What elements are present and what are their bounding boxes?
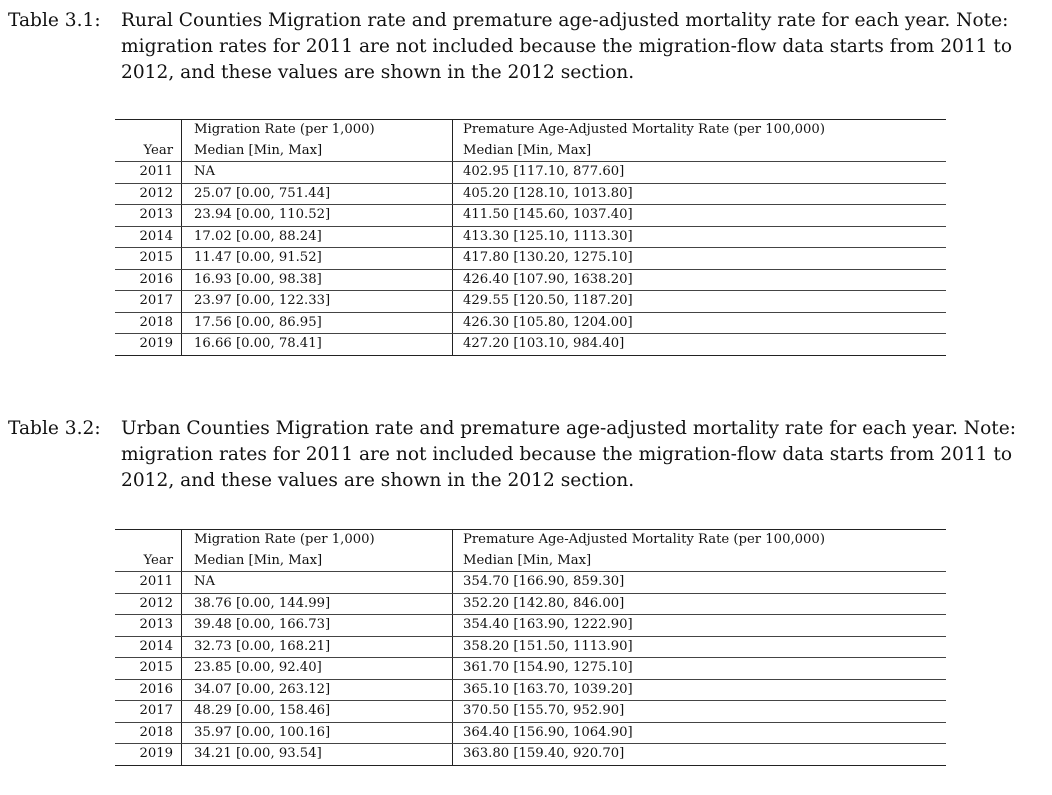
migration-rate-cell: 34.07 [0.00, 263.12] [181, 679, 453, 701]
mortality-rate-cell: 364.40 [156.90, 1064.90] [452, 722, 946, 744]
table-row: 2014 32.73 [0.00, 168.21] 358.20 [151.50, … [115, 636, 946, 658]
table-row: 2014 17.02 [0.00, 88.24] 413.30 [125.10, 1… [115, 226, 946, 248]
year-cell: 2016 [115, 679, 182, 701]
table-row: 2019 16.66 [0.00, 78.41] 427.20 [103.10, 9… [115, 333, 946, 356]
table-caption: Table 3.2: Urban Counties Migration rate… [8, 416, 1044, 494]
migration-rate-cell: 11.47 [0.00, 91.52] [181, 247, 453, 270]
migration-rate-cell: 16.66 [0.00, 78.41] [181, 333, 453, 356]
mortality-rate-cell: 405.20 [128.10, 1013.80] [452, 183, 946, 205]
migration-rate-cell: 16.93 [0.00, 98.38] [181, 269, 453, 291]
migration-rate-cell: 34.21 [0.00, 93.54] [181, 743, 453, 766]
caption-text: Urban Counties Migration rate and premat… [121, 418, 1017, 491]
table-row: 2012 38.76 [0.00, 144.99] 352.20 [142.80, … [115, 593, 946, 615]
table-row: 2016 34.07 [0.00, 263.12] 365.10 [163.70, … [115, 679, 946, 701]
header-cell: Median [Min, Max] [181, 140, 453, 162]
year-cell: 2011 [115, 161, 182, 184]
year-cell: 2017 [115, 290, 182, 313]
mortality-rate-cell: 358.20 [151.50, 1113.90] [452, 636, 946, 658]
caption-label: Table 3.1: [8, 10, 101, 31]
table-row: 2017 23.97 [0.00, 122.33] 429.55 [120.50, … [115, 290, 946, 313]
header-cell: Migration Rate (per 1,000) [181, 529, 453, 551]
year-cell: 2012 [115, 593, 182, 615]
table-row: 2017 48.29 [0.00, 158.46] 370.50 [155.70, … [115, 700, 946, 723]
table-row: 2015 23.85 [0.00, 92.40] 361.70 [154.90, 1… [115, 657, 946, 680]
migration-rate-cell: 38.76 [0.00, 144.99] [181, 593, 453, 615]
migration-rate-cell: 48.29 [0.00, 158.46] [181, 700, 453, 723]
header-cell: Year [115, 550, 182, 572]
mortality-rate-cell: 402.95 [117.10, 877.60] [452, 161, 946, 184]
year-cell: 2015 [115, 247, 182, 270]
year-cell: 2018 [115, 312, 182, 334]
mortality-rate-cell: 365.10 [163.70, 1039.20] [452, 679, 946, 701]
header-cell [115, 529, 182, 551]
table-row: 2019 34.21 [0.00, 93.54] 363.80 [159.40, 9… [115, 743, 946, 766]
mortality-rate-cell: 417.80 [130.20, 1275.10] [452, 247, 946, 270]
mortality-rate-cell: 361.70 [154.90, 1275.10] [452, 657, 946, 680]
year-cell: 2013 [115, 614, 182, 637]
header-cell: Migration Rate (per 1,000) [181, 119, 453, 141]
mortality-rate-cell: 411.50 [145.60, 1037.40] [452, 204, 946, 227]
migration-rate-cell: 23.94 [0.00, 110.52] [181, 204, 453, 227]
year-cell: 2015 [115, 657, 182, 680]
migration-rate-cell: 25.07 [0.00, 751.44] [181, 183, 453, 205]
mortality-rate-cell: 426.30 [105.80, 1204.00] [452, 312, 946, 334]
header-row: Year Median [Min, Max] Median [Min, Max] [115, 140, 946, 162]
migration-rate-cell: 23.97 [0.00, 122.33] [181, 290, 453, 313]
mortality-rate-cell: 352.20 [142.80, 846.00] [452, 593, 946, 615]
header-cell: Median [Min, Max] [452, 550, 946, 572]
caption-label: Table 3.2: [8, 418, 101, 439]
header-row: Migration Rate (per 1,000) Premature Age-… [115, 119, 946, 141]
migration-rate-cell: 17.02 [0.00, 88.24] [181, 226, 453, 248]
mortality-rate-cell: 427.20 [103.10, 984.40] [452, 333, 946, 356]
mortality-rate-cell: 354.40 [163.90, 1222.90] [452, 614, 946, 637]
year-cell: 2014 [115, 636, 182, 658]
caption-text: Rural Counties Migration rate and premat… [121, 10, 1013, 83]
header-row: Year Median [Min, Max] Median [Min, Max] [115, 550, 946, 572]
mortality-rate-cell: 429.55 [120.50, 1187.20] [452, 290, 946, 313]
migration-rate-cell: 17.56 [0.00, 86.95] [181, 312, 453, 334]
header-cell: Premature Age-Adjusted Mortality Rate (p… [452, 529, 946, 551]
migration-rate-cell: 32.73 [0.00, 168.21] [181, 636, 453, 658]
table-row: 2011 NA 354.70 [166.90, 859.30] [115, 571, 946, 594]
header-cell: Median [Min, Max] [452, 140, 946, 162]
table-row: 2018 35.97 [0.00, 100.16] 364.40 [156.90, … [115, 722, 946, 744]
table-row: 2016 16.93 [0.00, 98.38] 426.40 [107.90, 1… [115, 269, 946, 291]
table-caption: Table 3.1: Rural Counties Migration rate… [8, 8, 1044, 86]
migration-rate-cell: NA [181, 161, 453, 184]
table-row: 2015 11.47 [0.00, 91.52] 417.80 [130.20, 1… [115, 247, 946, 270]
header-row: Migration Rate (per 1,000) Premature Age-… [115, 529, 946, 551]
year-cell: 2012 [115, 183, 182, 205]
table-row: 2013 23.94 [0.00, 110.52] 411.50 [145.60, … [115, 204, 946, 227]
year-cell: 2013 [115, 204, 182, 227]
mortality-rate-cell: 426.40 [107.90, 1638.20] [452, 269, 946, 291]
header-cell [115, 119, 182, 141]
migration-rate-cell: 23.85 [0.00, 92.40] [181, 657, 453, 680]
year-cell: 2018 [115, 722, 182, 744]
table-row: 2011 NA 402.95 [117.10, 877.60] [115, 161, 946, 184]
header-cell: Premature Age-Adjusted Mortality Rate (p… [452, 119, 946, 141]
migration-rate-cell: 39.48 [0.00, 166.73] [181, 614, 453, 637]
table-row: 2012 25.07 [0.00, 751.44] 405.20 [128.10, … [115, 183, 946, 205]
table-row: 2013 39.48 [0.00, 166.73] 354.40 [163.90, … [115, 614, 946, 637]
mortality-rate-cell: 413.30 [125.10, 1113.30] [452, 226, 946, 248]
year-cell: 2014 [115, 226, 182, 248]
year-cell: 2011 [115, 571, 182, 594]
urban-migration-table: Migration Rate (per 1,000) Premature Age-… [115, 529, 946, 766]
migration-rate-cell: NA [181, 571, 453, 594]
migration-rate-cell: 35.97 [0.00, 100.16] [181, 722, 453, 744]
mortality-rate-cell: 370.50 [155.70, 952.90] [452, 700, 946, 723]
mortality-rate-cell: 354.70 [166.90, 859.30] [452, 571, 946, 594]
year-cell: 2019 [115, 333, 182, 356]
header-cell: Year [115, 140, 182, 162]
header-cell: Median [Min, Max] [181, 550, 453, 572]
year-cell: 2017 [115, 700, 182, 723]
rural-migration-table: Migration Rate (per 1,000) Premature Age-… [115, 119, 946, 356]
mortality-rate-cell: 363.80 [159.40, 920.70] [452, 743, 946, 766]
year-cell: 2016 [115, 269, 182, 291]
year-cell: 2019 [115, 743, 182, 766]
table-row: 2018 17.56 [0.00, 86.95] 426.30 [105.80, 1… [115, 312, 946, 334]
